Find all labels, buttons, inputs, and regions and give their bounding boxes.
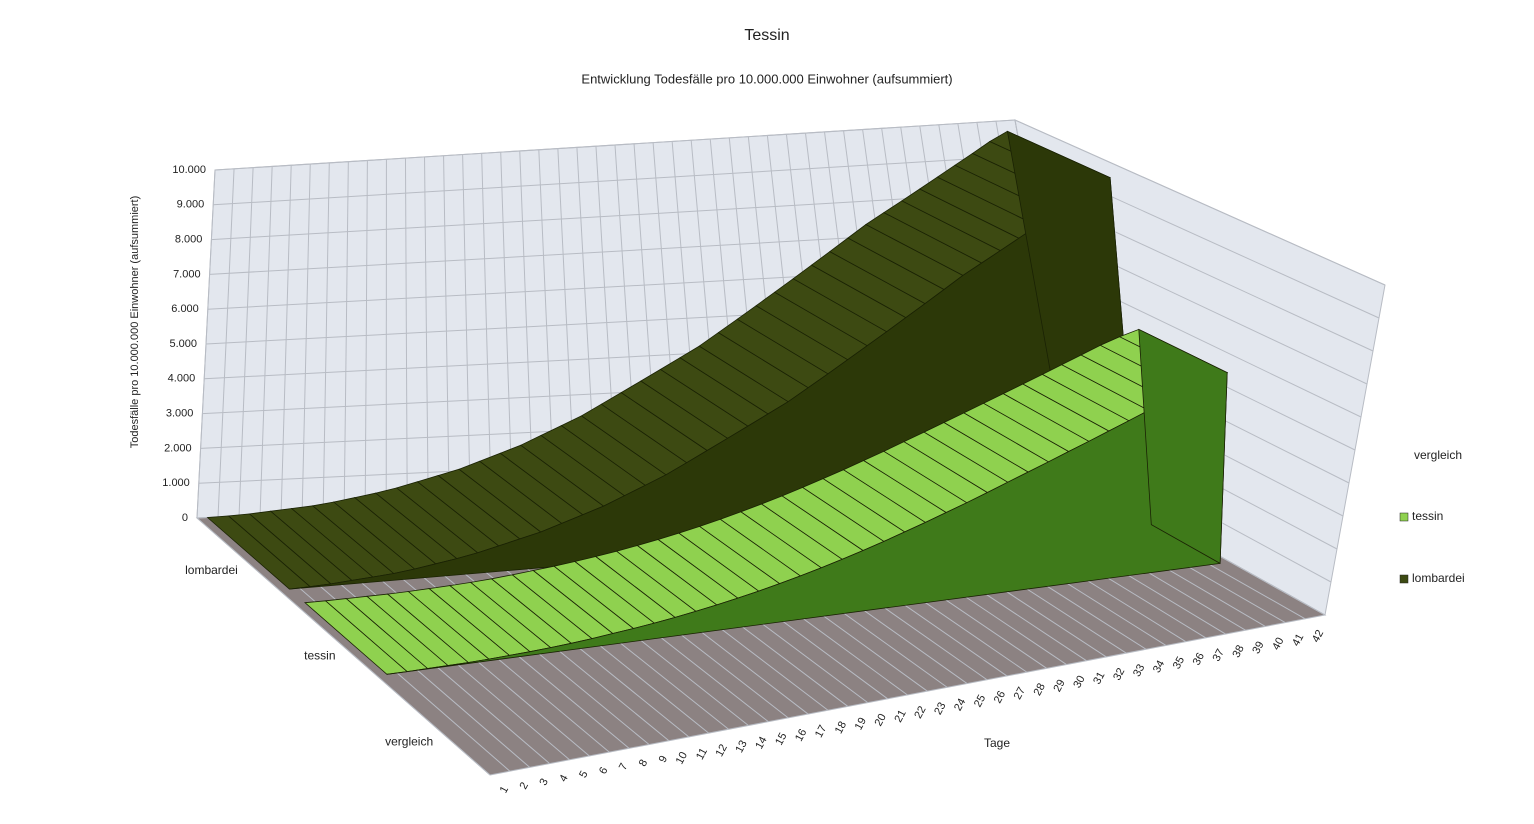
y-tick-label: 0: [182, 512, 188, 524]
x-tick-label: 8: [637, 758, 650, 769]
x-tick-label: 33: [1131, 662, 1147, 678]
x-tick-label: 1: [498, 784, 511, 795]
legend-title: vergleich: [1414, 448, 1462, 462]
x-tick-label: 15: [773, 731, 789, 747]
y-tick-label: 1.000: [162, 477, 190, 489]
x-tick-label: 35: [1171, 655, 1187, 671]
x-tick-label: 21: [892, 708, 908, 724]
y-tick-label: 2.000: [164, 442, 192, 454]
x-tick-label: 4: [557, 773, 570, 784]
x-axis-title: Tage: [984, 736, 1010, 750]
x-tick-label: 38: [1230, 643, 1246, 659]
x-tick-label: 28: [1032, 681, 1048, 697]
x-tick-label: 29: [1051, 678, 1067, 694]
y-tick-label: 7.000: [173, 268, 201, 280]
x-tick-label: 36: [1191, 651, 1207, 667]
x-tick-label: 14: [753, 735, 769, 751]
legend-swatch: [1400, 575, 1408, 583]
legend-label: lombardei: [1412, 571, 1465, 585]
chart-subtitle: Entwicklung Todesfälle pro 10.000.000 Ei…: [581, 71, 952, 86]
x-tick-label: 39: [1250, 639, 1266, 655]
x-tick-label: 9: [657, 754, 670, 765]
x-tick-label: 19: [853, 716, 869, 732]
x-tick-label: 20: [873, 712, 889, 728]
x-tick-label: 32: [1111, 666, 1127, 682]
x-tick-label: 22: [912, 704, 928, 720]
y-tick-label: 9.000: [177, 199, 205, 211]
x-tick-label: 41: [1290, 632, 1306, 648]
x-tick-label: 18: [833, 719, 849, 735]
legend-swatch: [1400, 513, 1408, 521]
x-tick-label: 37: [1211, 647, 1227, 663]
x-tick-label: 42: [1310, 628, 1326, 644]
x-tick-label: 30: [1071, 674, 1087, 690]
legend-label: tessin: [1412, 509, 1443, 523]
x-tick-label: 5: [577, 769, 590, 780]
depth-label: lombardei: [185, 563, 238, 577]
y-tick-label: 4.000: [168, 373, 196, 385]
x-tick-label: 25: [972, 693, 988, 709]
y-tick-label: 10.000: [172, 164, 206, 176]
x-tick-label: 23: [932, 700, 948, 716]
y-tick-label: 3.000: [166, 408, 194, 420]
x-tick-label: 10: [674, 750, 690, 766]
x-tick-label: 13: [733, 739, 749, 755]
x-tick-label: 12: [713, 742, 729, 758]
x-tick-label: 16: [793, 727, 809, 743]
x-tick-label: 7: [617, 761, 630, 772]
chart-title: Tessin: [744, 27, 789, 44]
depth-label: vergleich: [385, 734, 433, 748]
x-tick-label: 31: [1091, 670, 1107, 686]
x-tick-label: 11: [694, 746, 710, 762]
x-tick-label: 40: [1270, 636, 1286, 652]
depth-label: tessin: [304, 649, 335, 663]
y-tick-label: 5.000: [169, 338, 197, 350]
x-tick-label: 17: [813, 723, 829, 739]
x-tick-label: 24: [952, 697, 968, 713]
x-tick-label: 26: [992, 689, 1008, 705]
x-tick-label: 2: [518, 780, 531, 791]
x-tick-label: 34: [1151, 659, 1167, 675]
x-tick-label: 27: [1012, 685, 1028, 701]
x-tick-label: 6: [597, 765, 610, 776]
y-axis-title: Todesfälle pro 10.000.000 Einwohner (auf…: [129, 196, 141, 449]
y-tick-label: 8.000: [175, 234, 203, 246]
x-tick-label: 3: [537, 777, 550, 788]
y-tick-label: 6.000: [171, 303, 199, 315]
